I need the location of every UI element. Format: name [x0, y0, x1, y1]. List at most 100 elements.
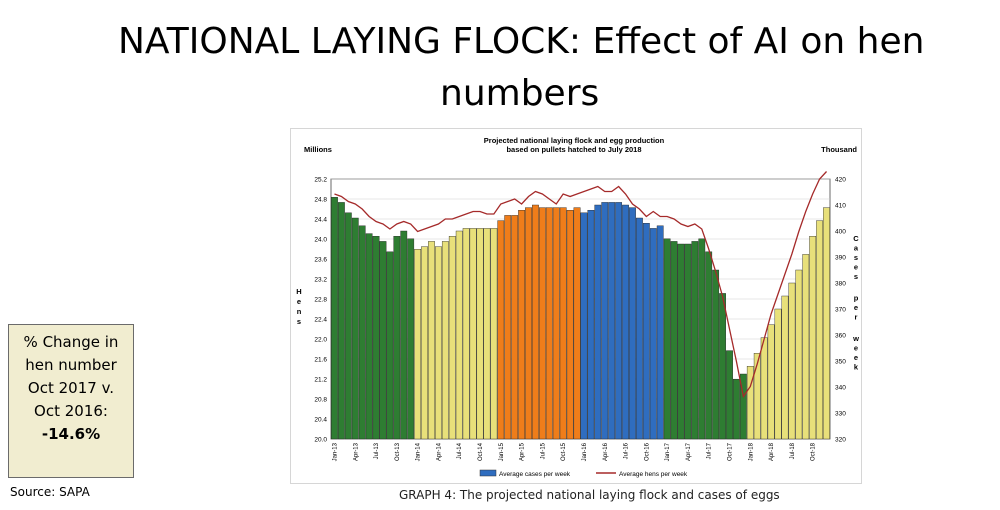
- bar-cases: [615, 202, 623, 440]
- x-tick: Jan-16: [582, 442, 588, 461]
- bar-cases: [518, 209, 525, 440]
- bar-cases: [421, 246, 428, 440]
- bar-cases: [684, 243, 692, 440]
- bar-cases: [746, 365, 754, 440]
- y-tick-right: 330: [835, 411, 846, 418]
- y-tick-right: 320: [835, 437, 846, 444]
- y-tick-right: 380: [835, 281, 846, 288]
- note-line2: hen number: [25, 356, 117, 374]
- bar-cases: [372, 235, 380, 440]
- y-tick-left: 24.8: [314, 197, 327, 204]
- x-tick: Oct-17: [728, 442, 734, 461]
- bar-cases: [476, 228, 484, 440]
- bar-cases: [504, 215, 512, 440]
- legend-label-cases: Average cases per week: [499, 471, 571, 478]
- x-tick: Jan-18: [748, 442, 754, 461]
- bar-cases: [774, 308, 782, 440]
- axis-letter: s: [854, 272, 858, 281]
- bar-cases: [726, 350, 733, 440]
- bar-cases: [767, 324, 775, 440]
- bar-cases: [483, 228, 491, 440]
- bar-cases: [642, 222, 650, 440]
- bar-cases: [753, 352, 761, 440]
- bar-cases: [552, 207, 560, 440]
- bar-cases: [386, 251, 394, 440]
- axis-letter: C: [853, 234, 859, 243]
- bar-cases: [365, 233, 373, 440]
- y-tick-left: 20.4: [314, 417, 327, 424]
- y-tick-right: 420: [835, 177, 846, 184]
- bar-cases: [636, 217, 643, 440]
- x-tick: Jan-13: [332, 442, 338, 461]
- y-tick-right: 360: [835, 333, 846, 340]
- bar-cases: [469, 228, 477, 440]
- bar-cases: [462, 228, 470, 440]
- legend-swatch-cases: [479, 469, 497, 477]
- bar-cases: [545, 207, 553, 440]
- x-tick: Apr-13: [353, 442, 359, 461]
- bar-cases: [435, 246, 442, 440]
- y-tick-left: 21.6: [314, 357, 327, 364]
- x-tick: Oct-13: [395, 442, 401, 461]
- x-tick: Jan-14: [416, 442, 422, 461]
- source-note: Source: SAPA: [10, 485, 90, 499]
- y-tick-right: 390: [835, 255, 846, 262]
- bar-cases: [608, 202, 616, 440]
- bar-cases: [331, 196, 338, 440]
- bar-cases: [656, 225, 664, 440]
- axis-letter: e: [854, 344, 858, 353]
- y-tick-left: 23.2: [314, 277, 327, 284]
- chart-title: Projected national laying flock and egg …: [484, 136, 665, 145]
- bar-cases: [448, 235, 456, 440]
- x-tick: Jul-13: [374, 442, 380, 459]
- bar-cases: [587, 209, 595, 440]
- change-note-box: % Change in hen number Oct 2017 v. Oct 2…: [8, 324, 134, 478]
- axis-letter: k: [854, 363, 859, 372]
- y-tick-right: 410: [835, 203, 846, 210]
- bar-cases: [511, 215, 519, 440]
- bar-cases: [358, 225, 366, 440]
- bar-cases: [455, 230, 463, 440]
- axis-letter: p: [854, 294, 859, 303]
- bar-cases: [414, 248, 422, 440]
- y-tick-left: 24.4: [314, 217, 327, 224]
- chart-legend: Average cases per week Average hens per …: [479, 469, 688, 478]
- chart-panel: Projected national laying flock and egg …: [290, 128, 862, 484]
- x-tick: Jul-14: [457, 442, 463, 459]
- axis-letter: a: [854, 244, 859, 253]
- bar-cases: [760, 337, 768, 440]
- bar-cases: [566, 209, 574, 440]
- x-tick: Oct-16: [644, 442, 650, 461]
- bar-cases: [691, 241, 699, 440]
- x-tick: Apr-18: [769, 442, 775, 461]
- bar-cases: [698, 238, 706, 440]
- chart-subtitle: based on pullets hatched to July 2018: [506, 145, 641, 154]
- bar-cases: [629, 207, 636, 440]
- laying-flock-chart: Projected national laying flock and egg …: [296, 136, 859, 478]
- bar-cases: [795, 269, 803, 440]
- x-tick: Oct-14: [478, 442, 484, 461]
- bar-cases: [532, 204, 539, 440]
- bar-cases: [670, 241, 678, 440]
- y-tick-right: 400: [835, 229, 846, 236]
- axis-letter: e: [854, 353, 858, 362]
- axis-letter: r: [855, 313, 858, 322]
- bar-cases: [663, 238, 671, 440]
- note-line1: % Change in: [23, 333, 119, 351]
- x-tick: Apr-14: [436, 442, 442, 461]
- axis-letter: w: [852, 334, 859, 343]
- left-unit-label: Millions: [304, 145, 332, 154]
- bar-cases: [816, 220, 823, 440]
- bar-cases: [788, 282, 796, 440]
- y-tick-right: 340: [835, 385, 846, 392]
- x-tick: Jul-18: [790, 442, 796, 459]
- bar-cases: [802, 254, 810, 440]
- bar-cases: [490, 228, 498, 440]
- y-tick-right: 370: [835, 307, 846, 314]
- axis-letter: e: [297, 297, 301, 306]
- bar-cases: [400, 230, 408, 440]
- bar-cases: [781, 295, 789, 440]
- note-line3: Oct 2017 v.: [27, 379, 115, 397]
